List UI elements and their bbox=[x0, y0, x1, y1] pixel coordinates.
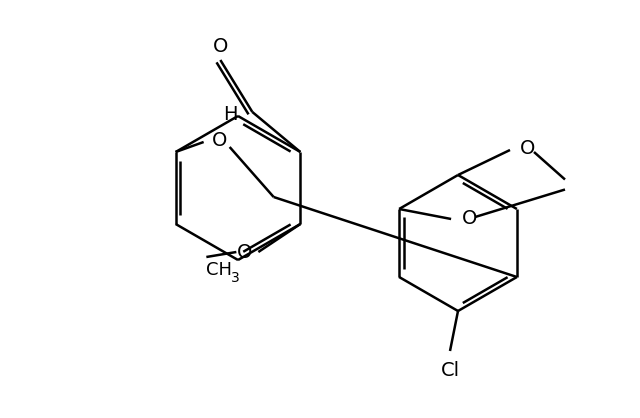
Text: O: O bbox=[520, 140, 536, 158]
Text: O: O bbox=[212, 36, 228, 56]
Text: H: H bbox=[223, 104, 237, 123]
Text: Cl: Cl bbox=[440, 362, 460, 380]
Text: CH: CH bbox=[206, 261, 232, 279]
Text: O: O bbox=[212, 132, 227, 150]
Text: 3: 3 bbox=[231, 271, 240, 285]
Text: O: O bbox=[237, 244, 252, 263]
Text: O: O bbox=[461, 209, 477, 227]
